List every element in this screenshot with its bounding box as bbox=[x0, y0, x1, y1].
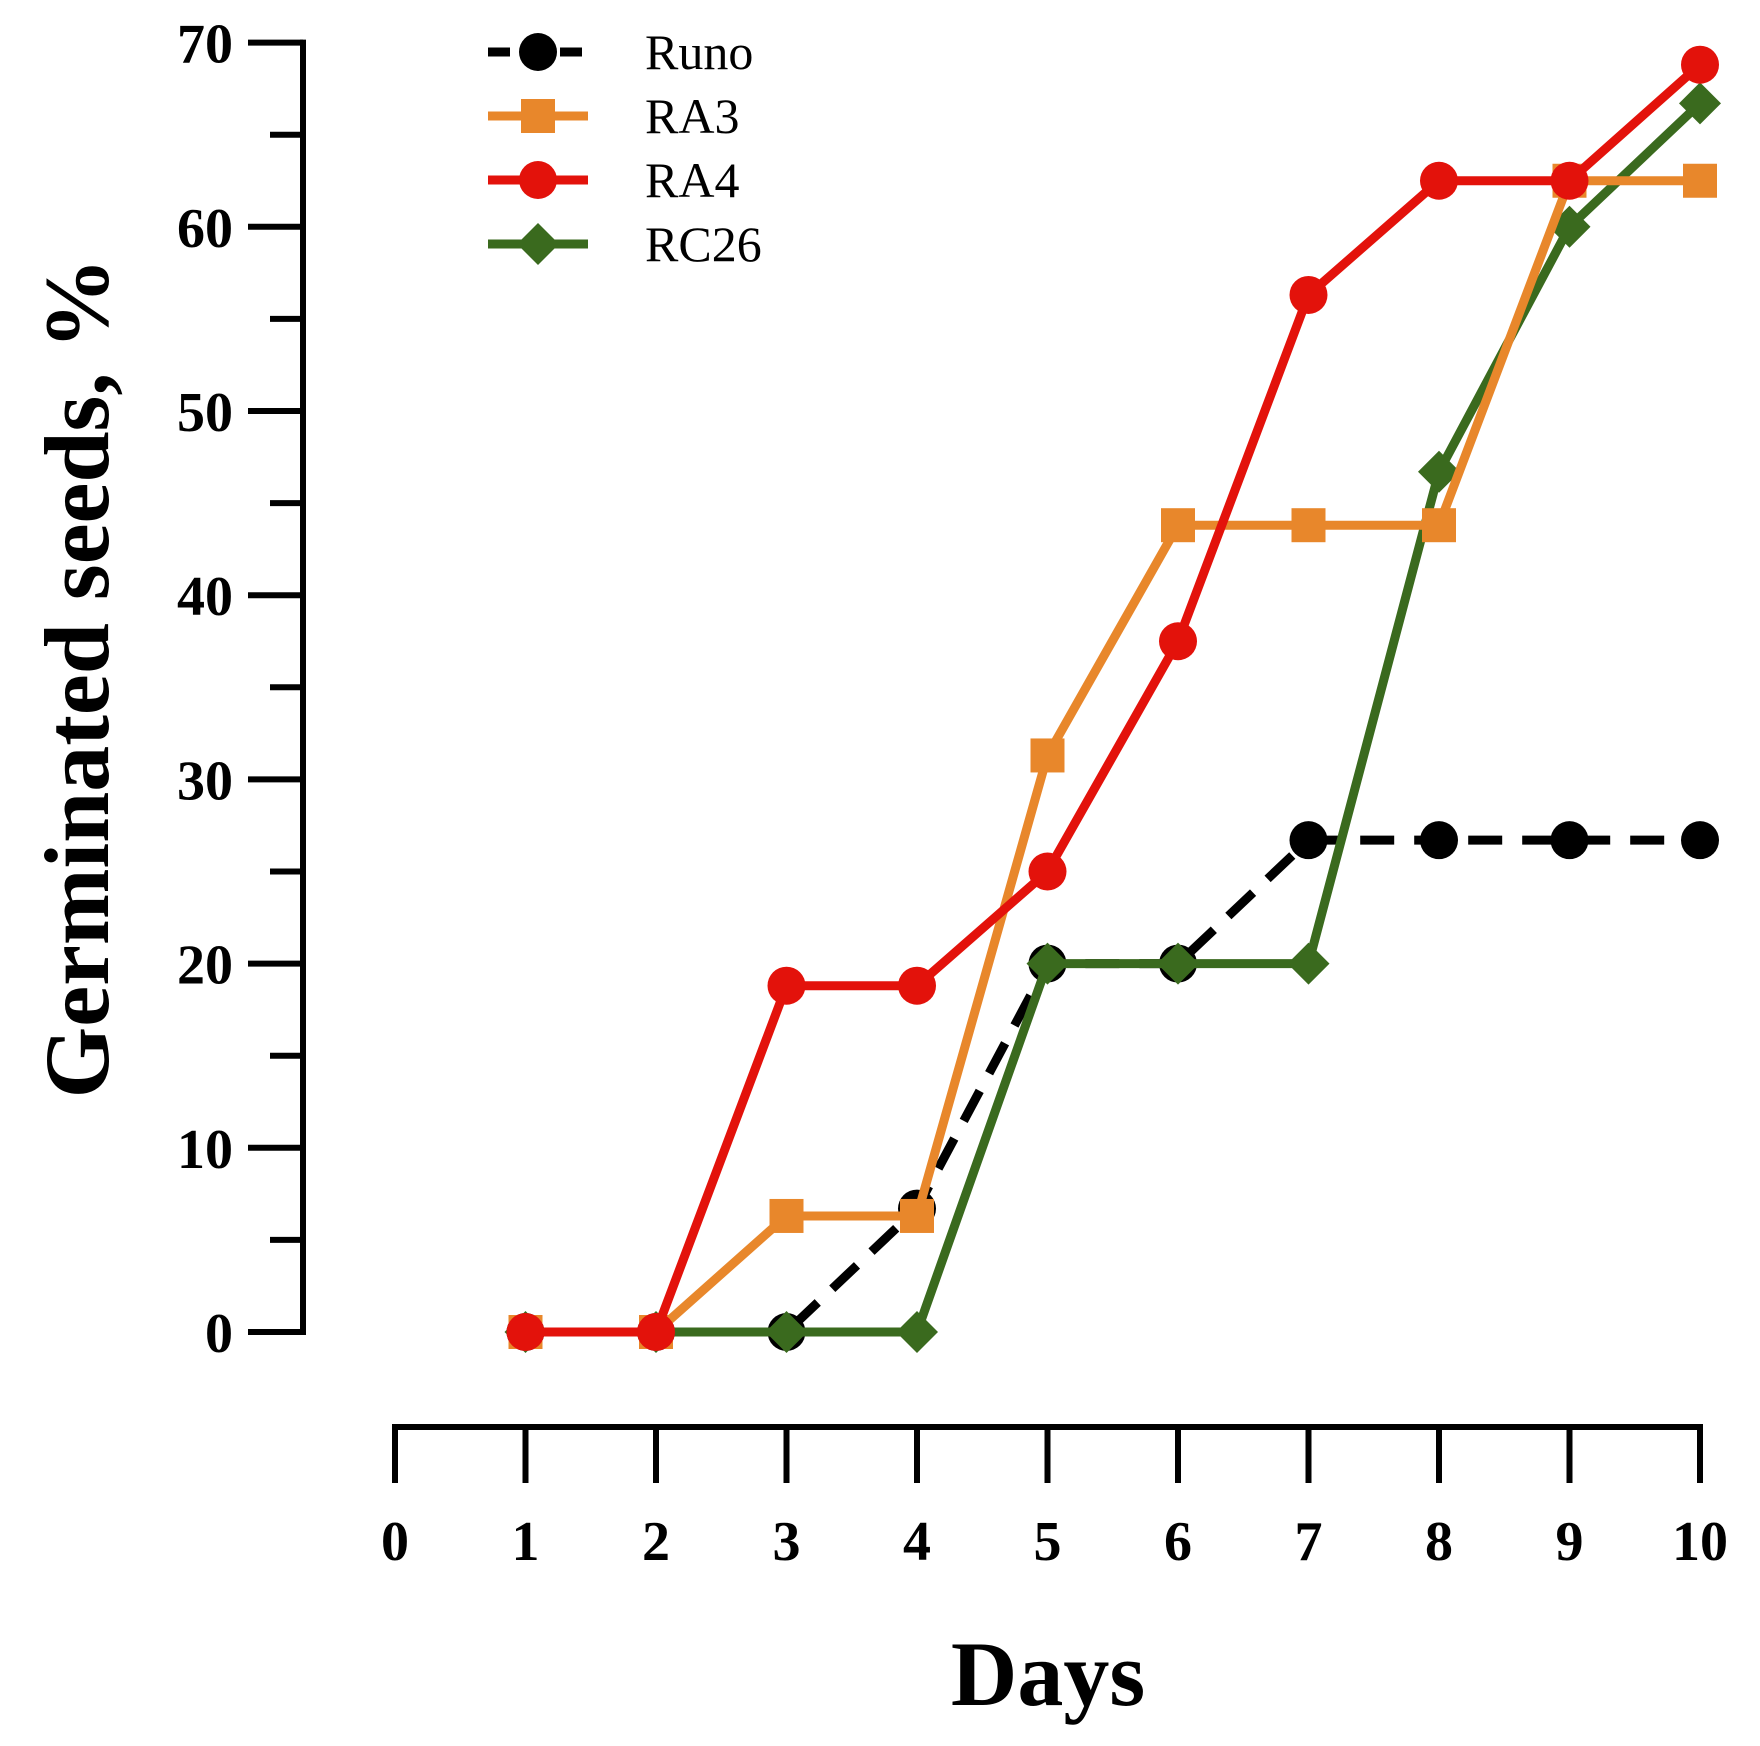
data-point-rc26 bbox=[896, 1311, 938, 1353]
data-point-rc26 bbox=[1679, 82, 1721, 125]
y-tick-label: 20 bbox=[177, 935, 233, 997]
data-point-ra4 bbox=[1420, 161, 1458, 200]
data-point-runo bbox=[1289, 821, 1328, 860]
legend-item-ra4: RA4 bbox=[488, 152, 739, 208]
y-tick-label: 50 bbox=[177, 382, 233, 444]
legend-swatch-marker bbox=[519, 161, 557, 199]
x-tick-label: 0 bbox=[381, 1511, 409, 1573]
x-tick-label: 9 bbox=[1556, 1511, 1584, 1573]
data-point-ra3 bbox=[1030, 738, 1065, 773]
data-point-rc26 bbox=[765, 1311, 808, 1353]
y-tick-label: 0 bbox=[205, 1303, 233, 1365]
data-point-ra4 bbox=[506, 1313, 545, 1351]
legend-label: RA3 bbox=[645, 88, 739, 144]
data-point-ra4 bbox=[1289, 275, 1328, 314]
data-point-runo bbox=[1420, 821, 1458, 860]
data-point-rc26 bbox=[1026, 942, 1069, 985]
series-ra3 bbox=[508, 163, 1717, 1349]
data-point-ra3 bbox=[900, 1198, 934, 1233]
x-tick-label: 1 bbox=[512, 1511, 540, 1573]
legend-swatch-marker bbox=[519, 33, 557, 71]
series-layer bbox=[504, 45, 1721, 1353]
series-line-runo bbox=[525, 835, 1700, 1337]
data-point-ra4 bbox=[1550, 161, 1589, 200]
y-tick-label: 40 bbox=[177, 566, 233, 628]
y-tick-label: 30 bbox=[177, 750, 233, 812]
x-axis-title: Days bbox=[951, 1623, 1145, 1725]
data-point-ra4 bbox=[898, 966, 936, 1005]
data-point-runo bbox=[1550, 821, 1589, 860]
data-point-rc26 bbox=[1287, 942, 1330, 985]
y-tick-label: 60 bbox=[177, 198, 233, 260]
data-point-ra4 bbox=[767, 966, 806, 1005]
x-tick-label: 6 bbox=[1164, 1511, 1192, 1573]
legend-swatch-marker bbox=[521, 99, 555, 133]
series-line-ra4 bbox=[525, 61, 1703, 1337]
data-point-rc26 bbox=[1418, 450, 1460, 493]
legend-item-runo: Runo bbox=[488, 24, 753, 80]
legend-item-rc26: RC26 bbox=[488, 216, 762, 272]
x-tick-label: 2 bbox=[642, 1511, 670, 1573]
legend-label: RA4 bbox=[645, 152, 739, 208]
legend-label: RC26 bbox=[645, 216, 762, 272]
legend-label: Runo bbox=[645, 24, 753, 80]
y-axis: 0 10 20 30 40 50 60 70 bbox=[177, 14, 306, 1365]
series-line-ra3 bbox=[525, 176, 1700, 1337]
data-point-runo bbox=[1681, 821, 1719, 860]
x-tick-label: 5 bbox=[1034, 1511, 1062, 1573]
x-tick-label: 10 bbox=[1672, 1511, 1728, 1573]
data-point-ra3 bbox=[1422, 508, 1456, 543]
y-axis-title: Germinated seeds, % bbox=[26, 258, 128, 1099]
series-runo bbox=[506, 821, 1719, 1351]
data-point-ra4 bbox=[637, 1313, 675, 1351]
x-tick-label: 8 bbox=[1425, 1511, 1453, 1573]
x-tick-label: 4 bbox=[903, 1511, 931, 1573]
data-point-ra3 bbox=[769, 1198, 804, 1233]
x-axis: 0 1 2 3 4 5 6 7 8 9 10 bbox=[381, 1424, 1728, 1573]
x-tick-label: 3 bbox=[773, 1511, 801, 1573]
data-point-ra3 bbox=[1291, 508, 1326, 543]
data-point-rc26 bbox=[1157, 942, 1199, 985]
data-point-ra3 bbox=[1683, 163, 1717, 198]
y-tick-label: 10 bbox=[177, 1119, 233, 1181]
data-point-ra4 bbox=[1681, 45, 1719, 84]
legend-item-ra3: RA3 bbox=[488, 88, 739, 144]
legend: Runo RA3 RA4 RC26 bbox=[488, 24, 762, 272]
y-tick-label: 70 bbox=[177, 14, 233, 76]
x-tick-label: 7 bbox=[1295, 1511, 1323, 1573]
data-point-ra4 bbox=[1159, 622, 1197, 661]
legend-swatch-marker bbox=[517, 223, 559, 265]
series-ra4 bbox=[506, 45, 1719, 1351]
data-point-ra3 bbox=[1161, 508, 1195, 543]
series-line-rc26 bbox=[525, 100, 1704, 1337]
data-point-ra4 bbox=[1028, 852, 1067, 891]
